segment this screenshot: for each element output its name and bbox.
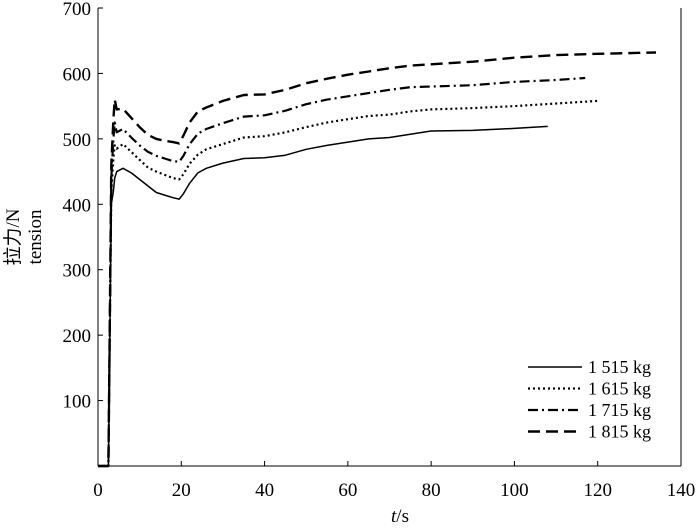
x-axis-title: t/s (391, 506, 409, 527)
legend-label: 1 615 kg (588, 379, 651, 399)
y-axis-title-cn: 拉力/N (2, 208, 24, 265)
legend-label: 1 515 kg (588, 357, 651, 377)
x-tick-label: 40 (255, 480, 274, 501)
series-line-2 (98, 99, 598, 468)
series-line-4 (98, 51, 657, 468)
y-tick-label: 500 (63, 130, 92, 151)
x-tick-label: 100 (500, 480, 529, 501)
y-tick-label: 600 (63, 64, 92, 85)
series-line-1 (98, 125, 548, 467)
tick-group: 0 20 40 60 80 100 120 140 100 200 300 400 500 600 700 (63, 0, 696, 501)
x-tick-label: 0 (93, 480, 103, 501)
chart-axes (97, 8, 682, 467)
y-tick-label: 400 (63, 195, 92, 216)
y-tick-label: 300 (63, 261, 92, 282)
x-tick-label: 60 (338, 480, 357, 501)
y-tick-label: 100 (63, 392, 92, 413)
series-group (98, 51, 657, 468)
x-axis-title-unit: /s (396, 506, 409, 527)
legend-label: 1 715 kg (588, 400, 651, 420)
x-tick-label: 20 (172, 480, 191, 501)
y-axis-title-en: tension (25, 209, 46, 264)
x-tick-label: 120 (583, 480, 612, 501)
x-tick-label: 140 (667, 480, 696, 501)
series-line-3 (98, 76, 586, 468)
y-tick-label: 200 (63, 326, 92, 347)
legend-label: 1 815 kg (588, 422, 651, 442)
x-axis-title-variable: t (391, 506, 397, 527)
legend: 1 515 kg1 615 kg1 715 kg1 815 kg (528, 357, 651, 442)
y-axis-title: 拉力/N tension (2, 208, 46, 265)
y-tick-label: 700 (63, 0, 92, 20)
x-tick-label: 80 (422, 480, 441, 501)
